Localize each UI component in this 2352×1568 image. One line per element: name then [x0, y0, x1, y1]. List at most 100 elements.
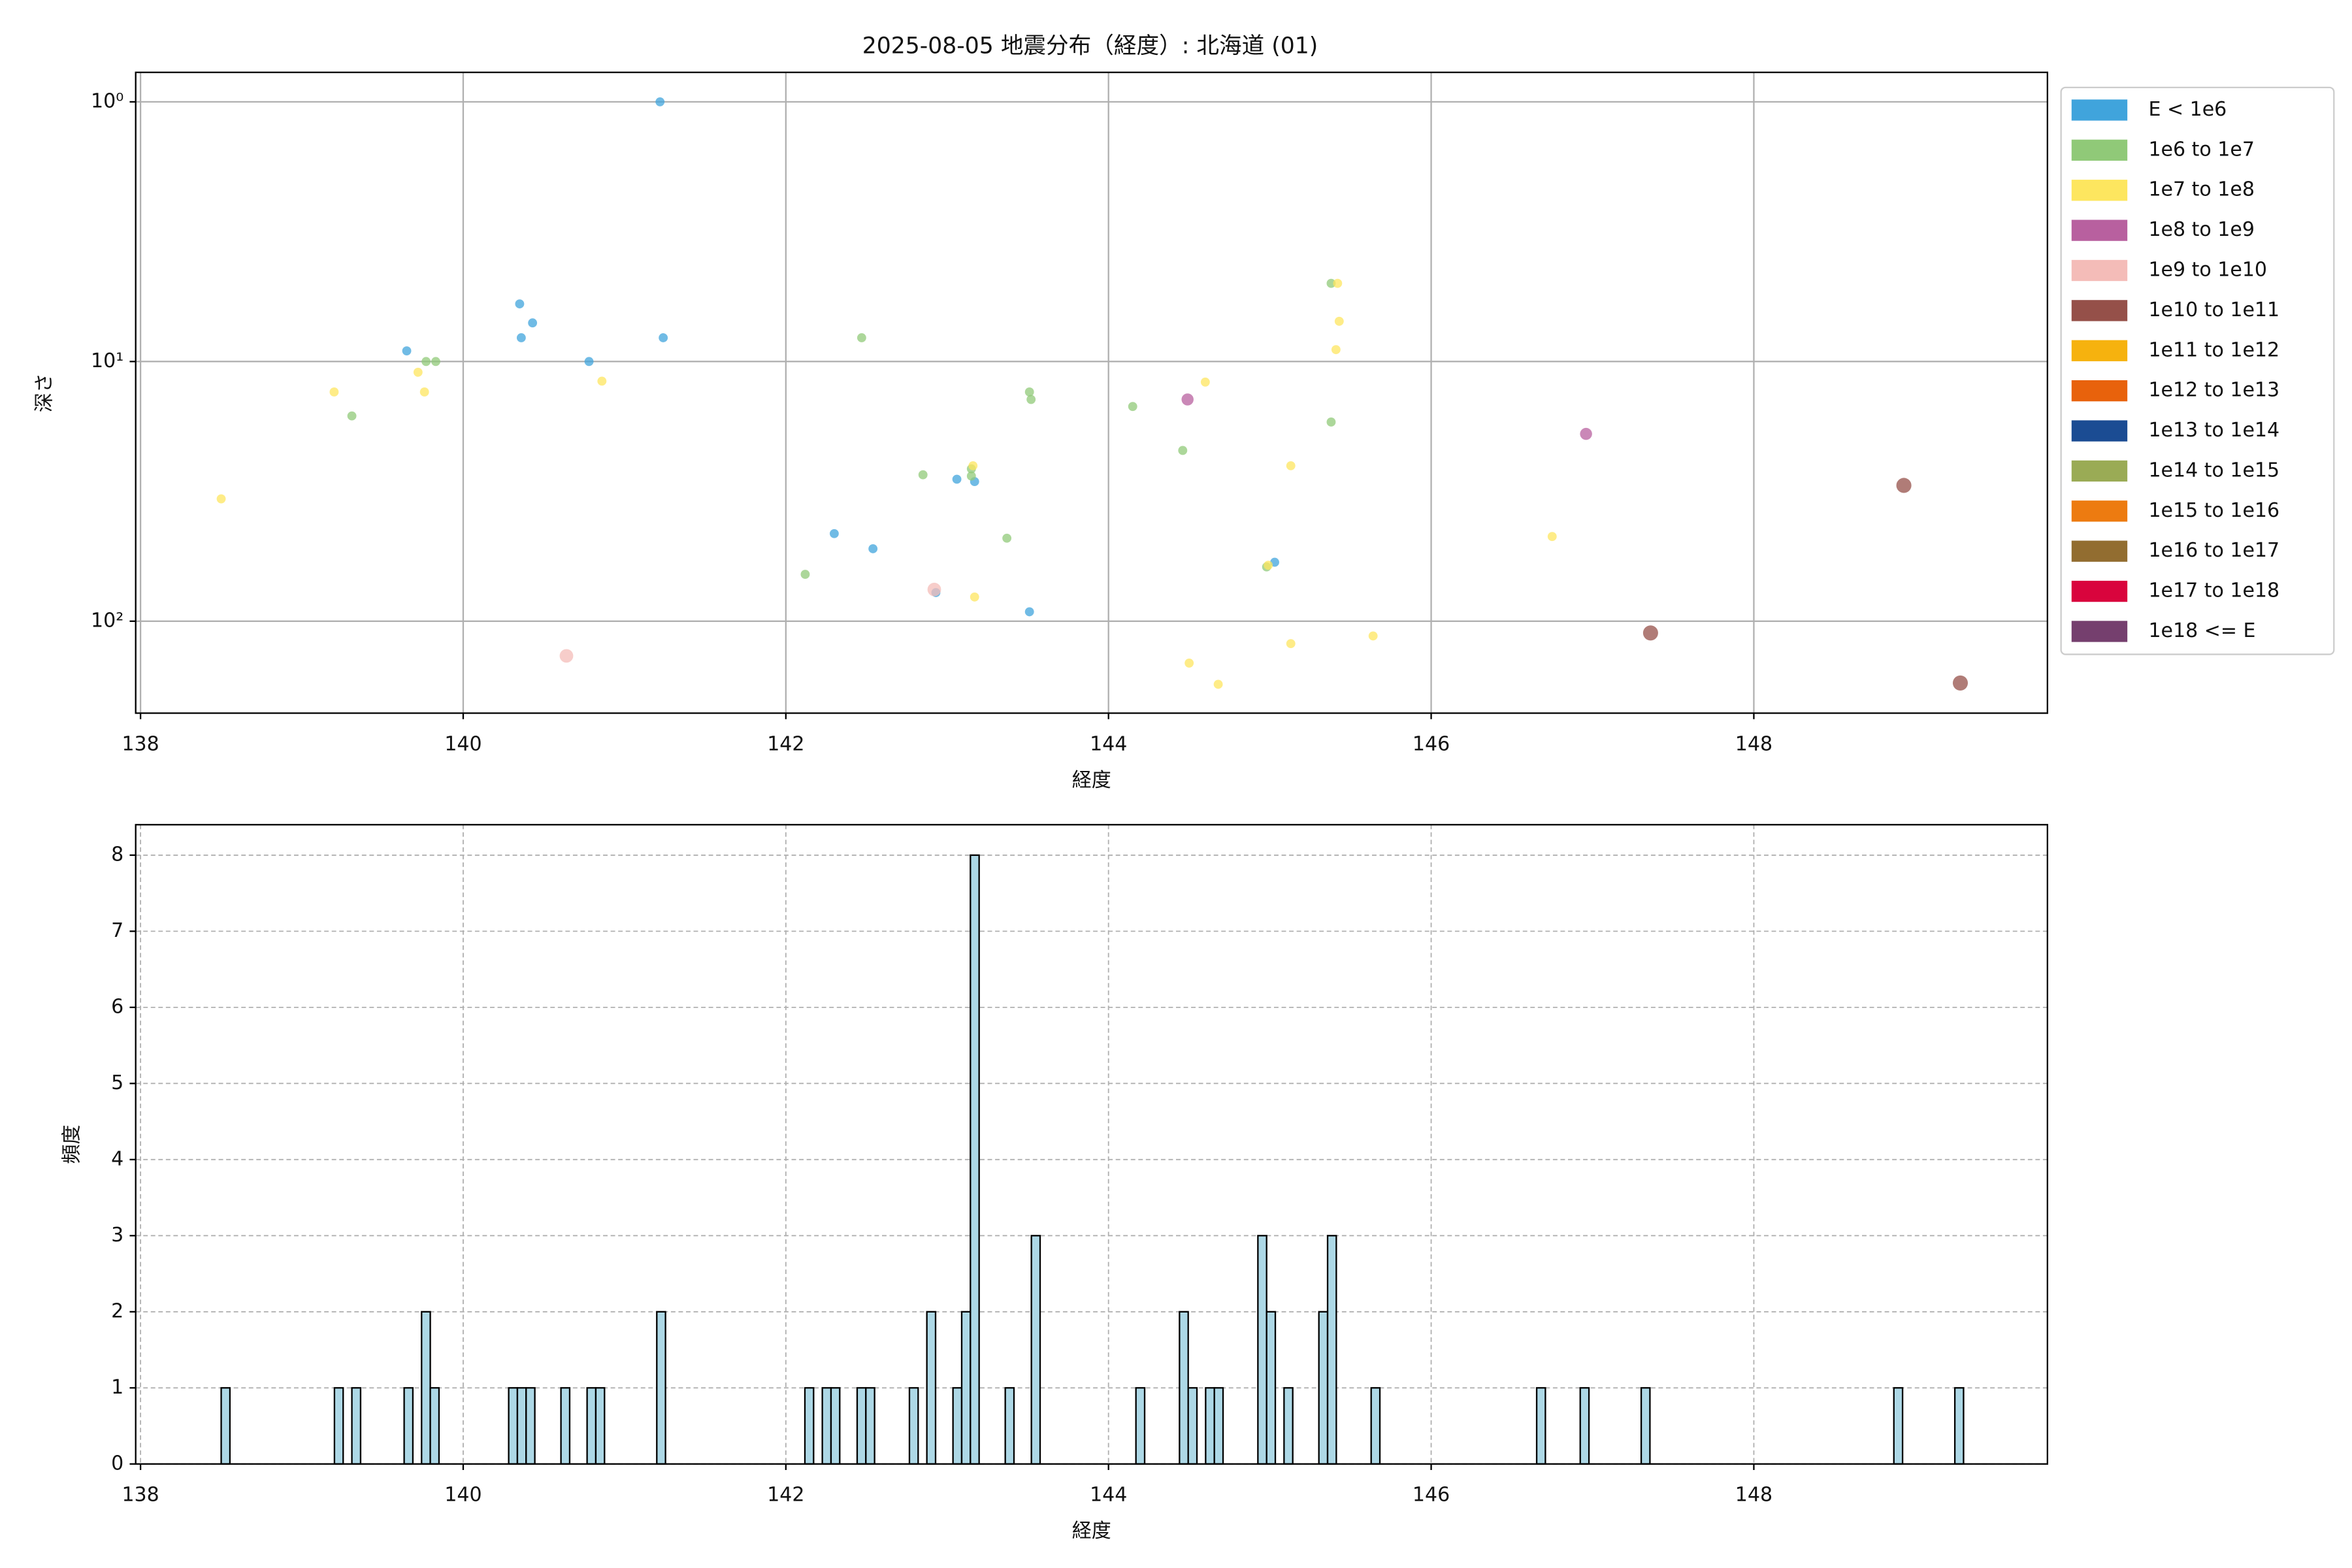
hist-bar [1283, 1387, 1294, 1465]
hist-bar [586, 1387, 597, 1465]
scatter-point [402, 346, 412, 355]
x-tick-label: 146 [1413, 1484, 1450, 1507]
scatter-point [419, 387, 429, 397]
scatter-point [1642, 625, 1658, 641]
hist-bar [333, 1387, 344, 1465]
legend-swatch [2071, 420, 2128, 442]
scatter-point [659, 333, 668, 342]
hist-bar [1004, 1387, 1015, 1465]
scatter-point [1024, 607, 1034, 617]
legend-label: 1e18 <= E [2148, 619, 2255, 642]
hist-bar [970, 854, 980, 1465]
hist-bar [1326, 1235, 1337, 1465]
scatter-point [1952, 675, 1968, 691]
y-tick-label: 1 [111, 1376, 123, 1399]
hist-bar [595, 1387, 606, 1465]
legend-label: 1e8 to 1e9 [2148, 218, 2254, 241]
legend-label: 1e15 to 1e16 [2148, 499, 2279, 522]
axes-frame [135, 71, 2048, 714]
hist-bar [960, 1311, 972, 1465]
legend-label: E < 1e6 [2148, 98, 2227, 121]
scatter-point [1547, 532, 1557, 542]
scatter-point [413, 367, 423, 377]
x-axis-label: 経度 [1072, 1520, 1111, 1543]
hist-bar [1179, 1311, 1189, 1465]
scatter-point [584, 357, 594, 367]
x-tick-label: 144 [1090, 733, 1127, 756]
scatter-point [1286, 639, 1296, 649]
hist-bar [560, 1387, 571, 1465]
y-tick-label: 5 [111, 1071, 123, 1094]
scatter-point [1178, 446, 1188, 455]
scatter-point [927, 582, 941, 596]
scatter-point [559, 649, 574, 663]
hist-bar [1187, 1387, 1198, 1465]
scatter-point [1200, 377, 1210, 387]
legend-label: 1e7 to 1e8 [2148, 178, 2254, 201]
scatter-point [1184, 659, 1194, 668]
y-tick-label: 10⁰ [91, 90, 123, 112]
legend-label: 1e17 to 1e18 [2148, 580, 2279, 602]
scatter-point [1286, 461, 1296, 470]
scatter-point [516, 333, 526, 342]
scatter-point [1024, 387, 1034, 397]
hist-bar [1266, 1311, 1277, 1465]
scatter-point [1128, 402, 1137, 412]
hist-bar [1318, 1311, 1329, 1465]
hist-bar [1257, 1235, 1267, 1465]
legend-swatch [2071, 540, 2128, 562]
hist-bar [952, 1387, 963, 1465]
legend-swatch [2071, 300, 2128, 321]
y-axis-label: 頻度 [60, 1125, 83, 1164]
scatter-point [655, 97, 665, 106]
x-tick-label: 140 [444, 1484, 482, 1507]
x-axis-label: 経度 [1072, 769, 1111, 792]
legend-swatch [2071, 621, 2128, 642]
hist-bar [821, 1387, 832, 1465]
x-tick-label: 142 [767, 1484, 804, 1507]
scatter-point [515, 299, 525, 309]
hist-bar [1953, 1387, 1965, 1465]
hist-bar [865, 1387, 875, 1465]
scatter-point [918, 470, 928, 480]
legend-swatch [2071, 500, 2128, 522]
scatter-point [528, 318, 538, 328]
y-axis-label: 深さ [33, 373, 56, 412]
legend-label: 1e14 to 1e15 [2148, 459, 2279, 482]
hist-bar [1205, 1387, 1215, 1465]
scatter-point [1264, 561, 1273, 570]
x-tick-label: 144 [1090, 1484, 1127, 1507]
scatter-point [970, 592, 979, 602]
hist-bar [1535, 1387, 1546, 1465]
legend-swatch [2071, 259, 2128, 282]
scatter-point [1368, 631, 1378, 641]
y-tick-label: 8 [111, 843, 123, 866]
scatter-point [857, 333, 866, 342]
legend-label: 1e13 to 1e14 [2148, 419, 2279, 442]
hist-bar [351, 1387, 362, 1465]
hist-bar [1213, 1387, 1224, 1465]
legend-swatch [2071, 380, 2128, 402]
x-tick-label: 146 [1413, 733, 1450, 756]
hist-bar [656, 1311, 666, 1465]
scatter-point [1331, 345, 1341, 355]
x-tick-label: 142 [767, 733, 804, 756]
y-tick-label: 3 [111, 1224, 123, 1247]
legend-label: 1e10 to 1e11 [2148, 299, 2279, 321]
hist-bar [421, 1311, 431, 1465]
legend-swatch [2071, 180, 2128, 201]
legend-swatch [2071, 99, 2128, 121]
legend-label: 1e6 to 1e7 [2148, 138, 2254, 161]
scatter-point [347, 411, 357, 421]
scatter-point [1181, 393, 1194, 406]
scatter-point [597, 376, 607, 386]
x-tick-label: 140 [444, 733, 482, 756]
scatter-point [329, 387, 339, 397]
hist-bar [1370, 1387, 1381, 1465]
hist-bar [429, 1387, 440, 1465]
scatter-point [431, 357, 440, 367]
hist-bar [1640, 1387, 1651, 1465]
legend-swatch [2071, 460, 2128, 482]
y-tick-label: 7 [111, 919, 123, 942]
y-tick-label: 10² [91, 609, 123, 632]
